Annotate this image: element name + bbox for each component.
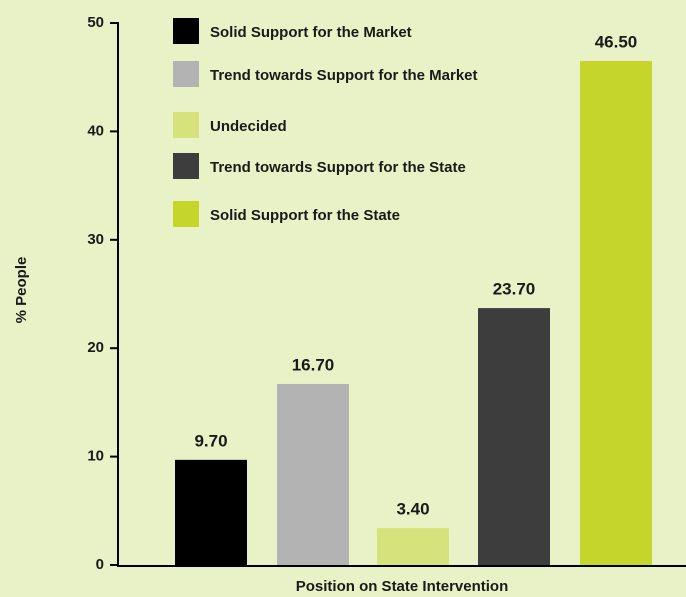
legend-swatch: [173, 61, 199, 87]
value-label: 23.70: [493, 280, 536, 299]
bar: [478, 308, 550, 565]
y-tick-label: 30: [87, 231, 104, 248]
legend-swatch: [173, 201, 199, 227]
x-axis-label: Position on State Intervention: [296, 578, 509, 595]
bar: [277, 383, 349, 565]
value-label: 46.50: [595, 32, 638, 51]
bar: [377, 528, 449, 565]
value-label: 3.40: [396, 500, 429, 519]
y-axis-label: % People: [13, 257, 30, 324]
legend-label: Solid Support for the Market: [210, 24, 412, 41]
legend-swatch: [173, 18, 199, 44]
legend-label: Undecided: [210, 118, 287, 135]
legend-label: Trend towards Support for the State: [210, 159, 466, 176]
value-label: 9.70: [194, 431, 227, 450]
y-tick-label: 40: [87, 122, 104, 139]
legend-label: Trend towards Support for the Market: [210, 67, 478, 84]
bar: [175, 459, 247, 565]
y-tick-label: 20: [87, 339, 104, 356]
legend-swatch: [173, 112, 199, 138]
value-label: 16.70: [292, 355, 335, 374]
y-tick-label: 50: [87, 14, 104, 31]
legend-label: Solid Support for the State: [210, 207, 400, 224]
y-tick-label: 0: [96, 556, 104, 573]
legend-swatch: [173, 153, 199, 179]
bar: [580, 60, 652, 565]
y-tick-label: 10: [87, 448, 104, 465]
